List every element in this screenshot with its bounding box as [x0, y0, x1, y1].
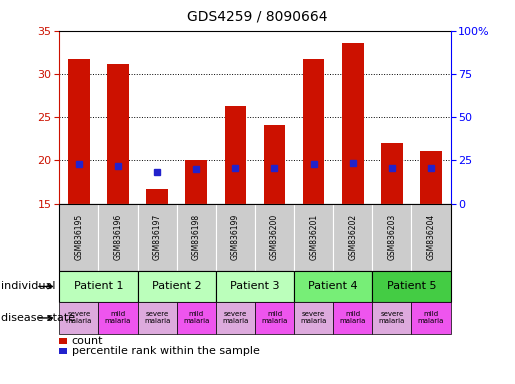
- Text: severe
malaria: severe malaria: [300, 311, 327, 324]
- Text: GSM836200: GSM836200: [270, 214, 279, 260]
- Text: Patient 3: Patient 3: [230, 281, 280, 291]
- Text: GSM836199: GSM836199: [231, 214, 240, 260]
- Bar: [303, 59, 324, 204]
- Bar: [225, 106, 246, 204]
- Text: mild
malaria: mild malaria: [418, 311, 444, 324]
- Text: GSM836195: GSM836195: [74, 214, 83, 260]
- Text: GSM836203: GSM836203: [387, 214, 397, 260]
- Text: GSM836196: GSM836196: [113, 214, 123, 260]
- Text: severe
malaria: severe malaria: [379, 311, 405, 324]
- Text: mild
malaria: mild malaria: [105, 311, 131, 324]
- Text: disease state: disease state: [1, 313, 75, 323]
- Text: mild
malaria: mild malaria: [339, 311, 366, 324]
- Text: GDS4259 / 8090664: GDS4259 / 8090664: [187, 10, 328, 23]
- Text: GSM836201: GSM836201: [309, 214, 318, 260]
- Text: GSM836202: GSM836202: [348, 214, 357, 260]
- Bar: [342, 43, 364, 204]
- Text: GSM836198: GSM836198: [192, 214, 201, 260]
- Bar: [146, 189, 168, 204]
- Text: count: count: [72, 336, 103, 346]
- Text: percentile rank within the sample: percentile rank within the sample: [72, 346, 260, 356]
- Bar: [420, 151, 442, 204]
- Text: mild
malaria: mild malaria: [261, 311, 288, 324]
- Text: Patient 2: Patient 2: [152, 281, 201, 291]
- Text: severe
malaria: severe malaria: [65, 311, 92, 324]
- Text: severe
malaria: severe malaria: [144, 311, 170, 324]
- Text: GSM836204: GSM836204: [426, 214, 436, 260]
- Bar: [68, 59, 90, 204]
- Bar: [185, 161, 207, 204]
- Bar: [381, 143, 403, 204]
- Text: mild
malaria: mild malaria: [183, 311, 210, 324]
- Text: GSM836197: GSM836197: [152, 214, 162, 260]
- Text: Patient 5: Patient 5: [387, 281, 436, 291]
- Bar: [264, 125, 285, 204]
- Bar: [107, 65, 129, 204]
- Text: Patient 1: Patient 1: [74, 281, 123, 291]
- Text: severe
malaria: severe malaria: [222, 311, 249, 324]
- Text: individual: individual: [1, 281, 56, 291]
- Text: Patient 4: Patient 4: [308, 281, 358, 291]
